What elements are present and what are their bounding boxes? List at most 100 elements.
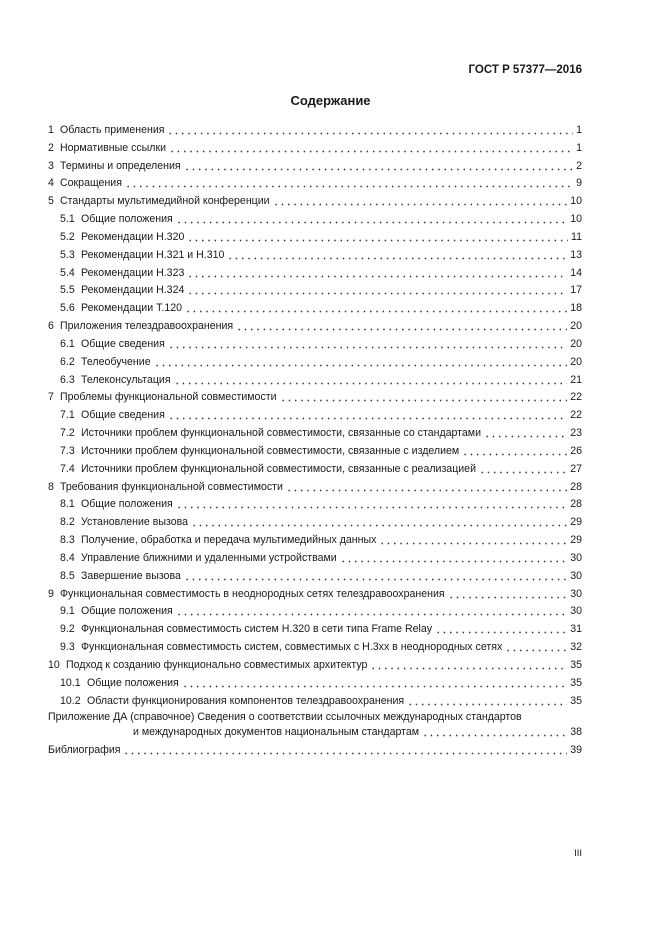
- dot-leader: [167, 410, 568, 421]
- entry-text: Общие положения: [81, 605, 173, 618]
- entry-text: Рекомендации Н.323: [81, 266, 185, 279]
- entry-page: 20: [570, 355, 582, 368]
- entry-number: 7.1: [60, 409, 75, 422]
- toc-entry: 7 Проблемы функциональной совместимости 22: [48, 388, 582, 404]
- entry-number: 10.1: [60, 676, 81, 689]
- entry-page: 22: [570, 391, 582, 404]
- entry-page: 10: [570, 213, 582, 226]
- toc-entry: 5.1 Общие положения 10: [48, 210, 582, 226]
- toc-entry: 4 Сокращения 9: [48, 174, 582, 190]
- toc-entry: и международных документов национальным …: [48, 723, 582, 739]
- toc-entry: 10 Подход к созданию функционально совмес…: [48, 656, 582, 672]
- entry-text: Стандарты мультимедийной конференции: [60, 195, 270, 208]
- entry-number: 3: [48, 159, 54, 172]
- toc-entry: Библиография 39: [48, 741, 582, 757]
- entry-text: Общие положения: [81, 498, 173, 511]
- entry-page: 9: [576, 177, 582, 190]
- dot-leader: [173, 374, 568, 385]
- dot-leader: [379, 535, 568, 546]
- toc-title: Содержание: [290, 93, 371, 108]
- dot-leader: [227, 249, 568, 260]
- entry-text: Функциональная совместимость систем Н.32…: [81, 623, 433, 636]
- dot-leader: [191, 517, 568, 528]
- entry-number: 10: [48, 658, 60, 671]
- entry-page: 1: [576, 141, 582, 154]
- dot-leader: [187, 231, 568, 242]
- entry-page: 35: [570, 658, 582, 671]
- entry-number: 4: [48, 177, 54, 190]
- entry-number: 9.2: [60, 623, 75, 636]
- dot-leader: [272, 196, 568, 207]
- entry-page: 32: [570, 641, 582, 654]
- toc-entry: 8.4 Управление ближними и удаленными устр…: [48, 549, 582, 565]
- dot-leader: [187, 285, 568, 296]
- entry-text: Источники проблем функциональной совмест…: [81, 444, 460, 457]
- entry-page: 10: [570, 195, 582, 208]
- entry-page: 20: [570, 320, 582, 333]
- entry-number: 6: [48, 320, 54, 333]
- entry-number: 8.4: [60, 551, 75, 564]
- toc-entry: 3 Термины и определения 2: [48, 157, 582, 173]
- toc-entry: 7.3 Источники проблем функциональной совм…: [48, 442, 582, 458]
- toc-entry: 8.3 Получение, обработка и передача мульт…: [48, 531, 582, 547]
- toc-entry: 8.2 Установление вызова 29: [48, 513, 582, 529]
- dot-leader: [285, 481, 568, 492]
- entry-text: Термины и определения: [60, 159, 181, 172]
- dot-leader: [370, 659, 568, 670]
- toc-entry: 10.2 Области функционирования компонентов…: [48, 692, 582, 708]
- toc-entry: 1 Область применения 1: [48, 121, 582, 137]
- entry-text: Общие сведения: [81, 337, 165, 350]
- entry-number: 5.3: [60, 248, 75, 261]
- toc-entry: 7.1 Общие сведения 22: [48, 406, 582, 422]
- toc-entry: 7.2 Источники проблем функциональной совм…: [48, 424, 582, 440]
- entry-number: 9.3: [60, 641, 75, 654]
- entry-text: Сокращения: [60, 177, 122, 190]
- entry-text: Общие положения: [87, 676, 179, 689]
- appendix-page: 38: [570, 726, 582, 739]
- entry-text: Общие положения: [81, 213, 173, 226]
- entry-number: 7.2: [60, 427, 75, 440]
- dot-leader: [339, 552, 568, 563]
- entry-number: 6.2: [60, 355, 75, 368]
- toc-entry: 5.4 Рекомендации Н.323 14: [48, 264, 582, 280]
- dot-leader: [175, 214, 568, 225]
- toc-entry: Приложение ДА (справочное) Сведения о со…: [48, 708, 582, 724]
- entry-number: 2: [48, 141, 54, 154]
- entry-text: Области функционирования компонентов тел…: [87, 694, 405, 707]
- entry-number: 7.4: [60, 462, 75, 475]
- toc-entry: 6 Приложения телездравоохранения 20: [48, 317, 582, 333]
- entry-page: 26: [570, 444, 582, 457]
- entry-number: 7.3: [60, 444, 75, 457]
- page-number: III: [574, 848, 582, 859]
- entry-page: 31: [570, 623, 582, 636]
- toc-entry: 5.5 Рекомендации Н.324 17: [48, 281, 582, 297]
- entry-text: Источники проблем функциональной совмест…: [81, 462, 476, 475]
- entry-page: 17: [570, 284, 582, 297]
- entry-text: Приложения телездравоохранения: [60, 320, 234, 333]
- toc-entry: 5.6 Рекомендации Т.120 18: [48, 299, 582, 315]
- toc-entry: 6.1 Общие сведения 20: [48, 335, 582, 351]
- entry-number: 5.2: [60, 230, 75, 243]
- appendix-title: и международных документов национальным …: [133, 726, 420, 739]
- dot-leader: [236, 321, 568, 332]
- entry-number: 1: [48, 124, 54, 136]
- dot-leader: [167, 125, 574, 135]
- entry-page: 28: [570, 498, 582, 511]
- dot-leader: [183, 570, 568, 581]
- entry-text: Рекомендации Н.321 и Н.310: [81, 248, 225, 261]
- toc-entry: 9 Функциональная совместимость в неодноро…: [48, 585, 582, 601]
- entry-page: 1: [576, 124, 582, 136]
- entry-text: Функциональная совместимость в неоднород…: [60, 587, 445, 600]
- dot-leader: [124, 178, 574, 189]
- entry-page: 23: [570, 427, 582, 440]
- entry-number: 5: [48, 195, 54, 208]
- doc-id: ГОСТ Р 57377—2016: [468, 64, 582, 76]
- entry-page: 30: [570, 605, 582, 618]
- entry-number: 5.5: [60, 284, 75, 297]
- entry-number: 8: [48, 480, 54, 493]
- entry-text: Рекомендации Н.320: [81, 230, 185, 243]
- entry-number: 8.2: [60, 516, 75, 529]
- entry-text: Функциональная совместимость систем, сов…: [81, 641, 503, 654]
- entry-page: 13: [570, 248, 582, 261]
